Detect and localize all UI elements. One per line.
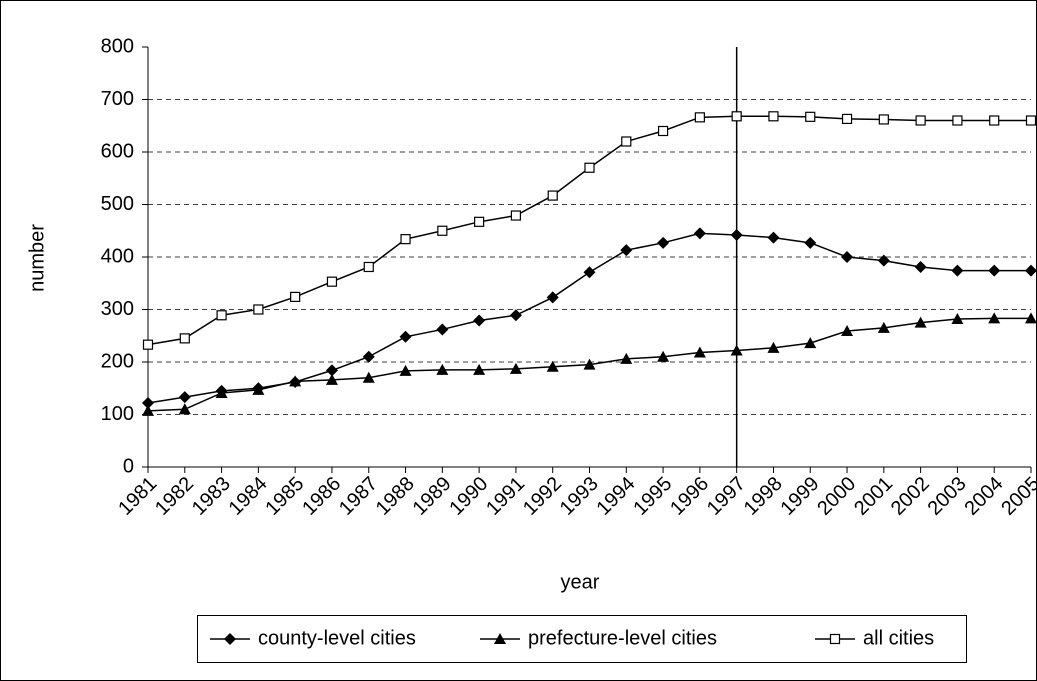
marker — [731, 111, 742, 122]
marker — [805, 111, 816, 122]
marker — [546, 291, 559, 304]
marker — [767, 341, 780, 353]
y-tick-label: 300 — [101, 298, 134, 320]
y-tick-label: 400 — [101, 245, 134, 267]
marker — [179, 333, 190, 344]
marker — [142, 339, 154, 350]
y-tick-label: 700 — [101, 88, 134, 110]
marker — [841, 113, 853, 125]
marker — [768, 111, 779, 122]
marker — [841, 325, 854, 337]
marker — [657, 350, 670, 362]
marker — [914, 260, 927, 273]
marker — [583, 358, 596, 370]
marker — [914, 316, 927, 328]
marker — [400, 234, 411, 245]
marker — [436, 363, 449, 375]
marker — [915, 115, 926, 126]
marker — [1025, 264, 1037, 277]
marker — [178, 391, 191, 404]
marker — [290, 291, 301, 302]
marker — [253, 304, 264, 315]
marker — [657, 125, 669, 137]
y-tick-label: 100 — [101, 403, 134, 425]
marker — [142, 404, 154, 416]
x-axis-title: year — [561, 571, 600, 593]
marker — [693, 227, 706, 240]
marker — [1025, 115, 1037, 126]
marker — [951, 264, 964, 277]
y-tick-label: 600 — [101, 140, 134, 162]
legend-marker — [829, 633, 841, 645]
marker — [804, 337, 817, 349]
marker — [547, 190, 558, 201]
marker — [988, 312, 1001, 324]
marker — [216, 310, 227, 321]
marker — [878, 114, 889, 125]
marker — [325, 364, 338, 377]
marker — [178, 403, 191, 415]
marker — [510, 210, 522, 221]
marker — [1025, 312, 1037, 324]
y-tick-label: 200 — [101, 350, 134, 372]
marker — [362, 371, 375, 383]
marker — [509, 309, 522, 322]
marker — [252, 383, 265, 395]
marker — [436, 323, 449, 336]
marker — [621, 136, 632, 147]
legend-label: county-level cities — [258, 627, 416, 649]
marker — [877, 254, 890, 267]
marker — [215, 386, 228, 398]
series — [142, 312, 1037, 416]
marker — [546, 360, 559, 372]
legend-label: prefecture-level cities — [528, 627, 717, 649]
marker — [289, 375, 302, 387]
marker — [142, 396, 154, 409]
series — [142, 111, 1037, 350]
marker — [730, 228, 743, 241]
marker — [473, 363, 486, 375]
marker — [951, 312, 964, 324]
marker — [325, 373, 338, 385]
marker — [989, 115, 1000, 126]
marker — [509, 362, 522, 374]
marker — [988, 264, 1001, 277]
marker — [437, 225, 448, 236]
marker — [474, 216, 485, 227]
marker — [767, 231, 780, 244]
y-tick-label: 0 — [123, 455, 134, 477]
marker — [399, 364, 412, 376]
marker — [804, 236, 817, 249]
marker — [363, 261, 374, 273]
marker — [620, 244, 633, 257]
legend-marker — [494, 633, 506, 644]
marker — [326, 276, 338, 287]
marker — [362, 350, 375, 363]
marker — [584, 162, 595, 173]
marker — [730, 344, 743, 356]
marker — [399, 330, 412, 343]
legend-marker — [224, 633, 236, 645]
legend-label: all cities — [863, 627, 934, 649]
marker — [473, 314, 486, 327]
y-axis-title: number — [26, 224, 48, 292]
marker — [620, 352, 633, 364]
marker — [583, 266, 596, 279]
marker — [694, 112, 705, 123]
y-tick-label: 500 — [101, 193, 134, 215]
marker — [841, 251, 854, 263]
marker — [693, 346, 706, 358]
marker — [877, 321, 890, 333]
marker — [952, 115, 963, 126]
marker — [657, 236, 670, 249]
y-tick-label: 800 — [101, 35, 134, 57]
